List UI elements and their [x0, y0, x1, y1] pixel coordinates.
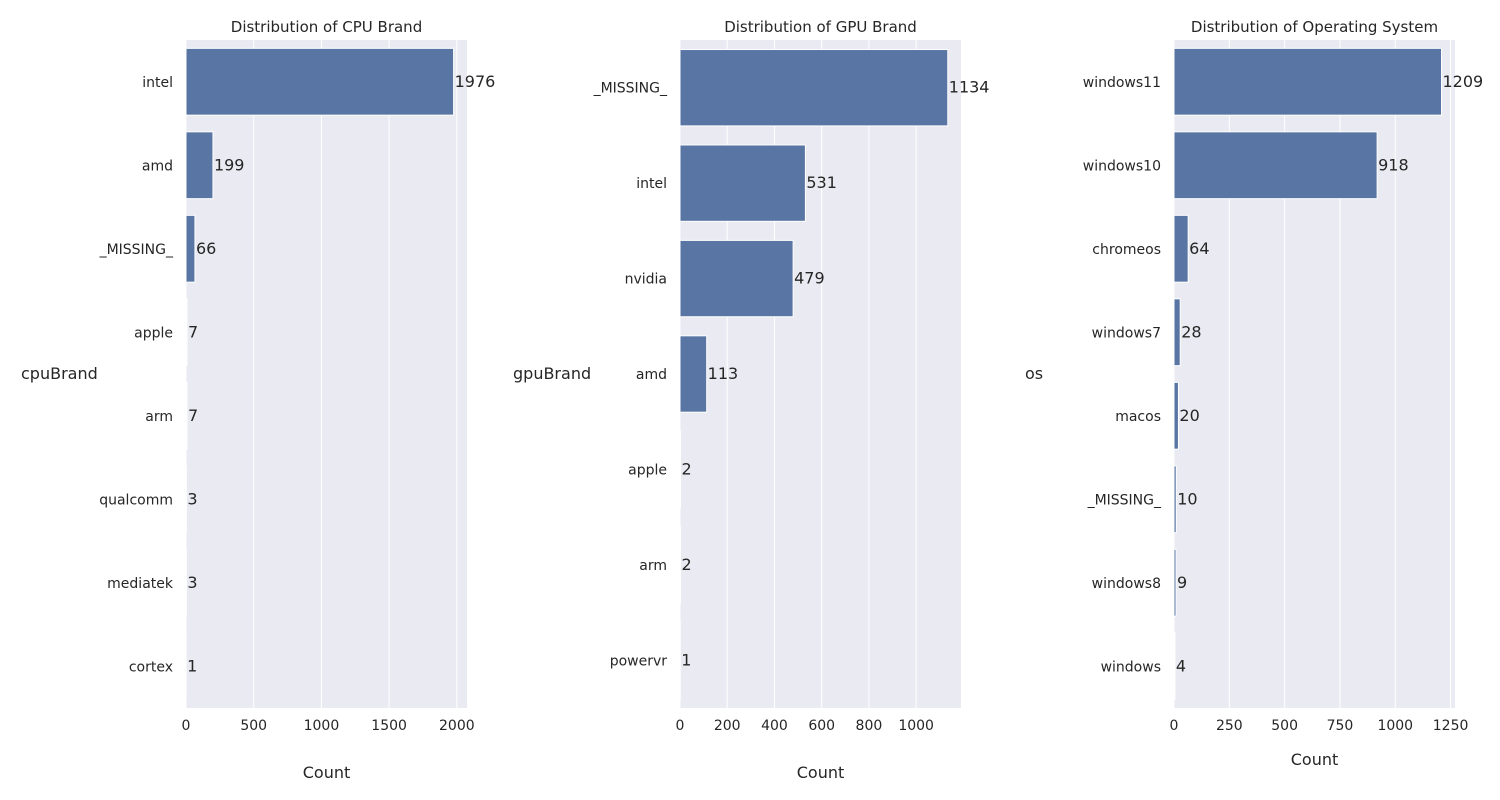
- x-axis-label: Count: [1291, 750, 1339, 769]
- data-label: 199: [214, 155, 245, 174]
- x-axis-label: Count: [303, 763, 351, 782]
- x-tick-label: 2000: [439, 718, 475, 734]
- bar: [1173, 131, 1378, 200]
- x-tick-label: 500: [1271, 718, 1298, 734]
- x-tick-label: 0: [1170, 718, 1179, 734]
- bar: [185, 131, 214, 200]
- x-tick-label: 800: [856, 718, 883, 734]
- chart-panel-3: 1209windows11918windows1064chromeos28win…: [1025, 18, 1483, 769]
- bar: [1173, 298, 1181, 367]
- y-axis-label: os: [1025, 364, 1043, 383]
- data-label: 7: [188, 322, 198, 341]
- x-tick-label: 250: [1216, 718, 1243, 734]
- bar: [679, 335, 708, 413]
- category-label: arm: [145, 409, 173, 425]
- data-label: 2: [681, 459, 691, 478]
- data-label: 28: [1181, 322, 1201, 341]
- x-tick-label: 0: [182, 718, 191, 734]
- data-label: 1: [187, 656, 197, 675]
- category-label: windows7: [1092, 325, 1161, 341]
- chart-title: Distribution of Operating System: [1191, 18, 1438, 36]
- data-label: 2: [681, 555, 691, 574]
- x-tick-label: 500: [240, 718, 267, 734]
- x-tick-label: 1000: [898, 718, 934, 734]
- category-label: apple: [628, 462, 667, 478]
- data-label: 7: [188, 406, 198, 425]
- x-tick-label: 1000: [1377, 718, 1413, 734]
- category-label: _MISSING_: [1087, 492, 1162, 508]
- data-label: 66: [196, 239, 216, 258]
- chart-panel-2: 1134 _MISSING_ 531 intel 479 nvidia 113 amd 2 app…: [513, 18, 989, 782]
- bar: [679, 239, 794, 318]
- x-tick-label: 1000: [304, 718, 340, 734]
- category-label: macos: [1115, 409, 1161, 425]
- x-tick-label: 600: [808, 718, 835, 734]
- category-label: arm: [639, 558, 667, 574]
- x-axis-label: Count: [797, 763, 845, 782]
- category-label: nvidia: [625, 272, 667, 288]
- data-label: 3: [187, 573, 197, 592]
- category-label: intel: [636, 176, 667, 192]
- bar: [1173, 214, 1189, 283]
- data-label: 4: [1176, 656, 1186, 675]
- data-label: 1134: [949, 78, 990, 97]
- data-label: 20: [1179, 406, 1199, 425]
- bar: [1173, 632, 1176, 701]
- category-label: windows10: [1083, 158, 1161, 174]
- data-label: 1976: [455, 72, 496, 91]
- bar: [185, 214, 196, 283]
- y-axis-label: gpuBrand: [513, 364, 591, 383]
- data-label: 9: [1177, 573, 1187, 592]
- category-label: windows11: [1083, 75, 1161, 91]
- category-label: chromeos: [1092, 242, 1161, 258]
- category-label: intel: [142, 75, 173, 91]
- x-tick-label: 200: [714, 718, 741, 734]
- category-label: amd: [636, 367, 667, 383]
- x-tick-label: 750: [1327, 718, 1354, 734]
- category-label: windows8: [1092, 576, 1161, 592]
- bar: [185, 47, 455, 116]
- category-label: windows: [1101, 659, 1161, 675]
- category-label: mediatek: [107, 576, 174, 592]
- data-label: 1209: [1443, 72, 1484, 91]
- category-label: cortex: [129, 659, 173, 675]
- category-label: _MISSING_: [99, 242, 174, 258]
- x-tick-label: 400: [761, 718, 788, 734]
- x-tick-label: 1250: [1433, 718, 1469, 734]
- data-label: 531: [806, 173, 837, 192]
- chart-title: Distribution of CPU Brand: [231, 18, 422, 36]
- data-label: 113: [708, 364, 739, 383]
- bar: [1173, 548, 1177, 617]
- bar: [1173, 381, 1179, 450]
- category-label: qualcomm: [99, 492, 173, 508]
- bar: [185, 298, 188, 367]
- data-label: 1: [681, 650, 691, 669]
- category-label: _MISSING_: [593, 81, 668, 97]
- bar: [679, 144, 806, 222]
- category-label: powervr: [610, 653, 668, 669]
- bar: [185, 381, 188, 450]
- chart-panel-1: 1976 intel 199 amd 66 _MISSING_ 7 apple 7 arm 3 qua…: [21, 18, 495, 782]
- category-label: amd: [142, 158, 173, 174]
- category-label: apple: [134, 325, 173, 341]
- data-label: 64: [1189, 239, 1209, 258]
- bar: [679, 49, 949, 127]
- x-tick-label: 0: [676, 718, 685, 734]
- plot-area: [186, 40, 467, 708]
- data-label: 479: [794, 269, 825, 288]
- bar: [1173, 465, 1177, 534]
- data-label: 10: [1177, 489, 1197, 508]
- data-label: 918: [1378, 155, 1409, 174]
- y-axis-label: cpuBrand: [21, 364, 98, 383]
- chart-title: Distribution of GPU Brand: [724, 18, 917, 36]
- data-label: 3: [187, 489, 197, 508]
- bar: [1173, 47, 1443, 116]
- x-tick-label: 1500: [371, 718, 407, 734]
